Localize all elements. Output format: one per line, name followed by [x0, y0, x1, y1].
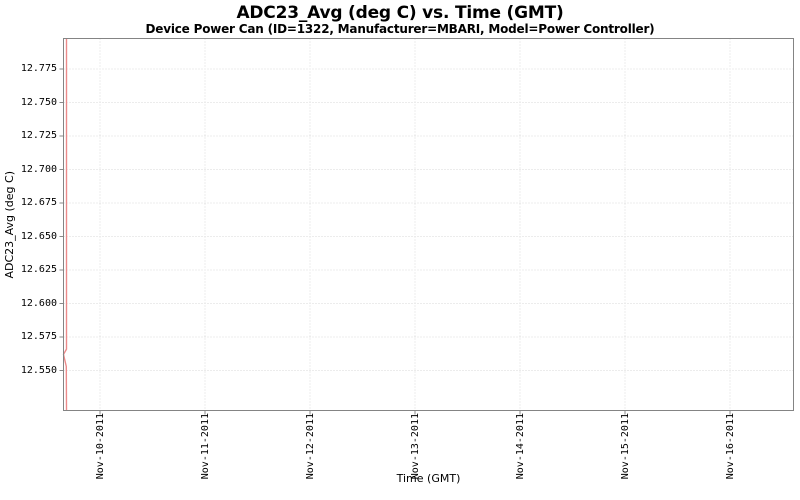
x-tick-label: Nov-15-2011 [620, 412, 631, 479]
x-axis-label: Time (GMT) [396, 472, 461, 485]
x-tick-label: Nov-10-2011 [95, 412, 106, 479]
tick-marks [59, 68, 731, 415]
y-tick-label: 12.600 [20, 298, 57, 309]
y-tick-label: 12.775 [20, 63, 57, 74]
y-tick-label: 12.625 [20, 264, 57, 275]
y-tick-label: 12.550 [20, 365, 57, 376]
y-tick-label: 12.650 [20, 231, 57, 242]
x-tick-label: Nov-16-2011 [725, 412, 736, 479]
y-tick-label: 12.700 [20, 164, 57, 175]
x-tick-label: Nov-13-2011 [410, 412, 421, 479]
y-axis-label-wrap: ADC23_Avg (deg C) [1, 38, 17, 411]
x-tick-label: Nov-11-2011 [200, 412, 211, 479]
x-tick-label: Nov-14-2011 [515, 412, 526, 479]
gridlines [63, 38, 794, 411]
y-axis-label: ADC23_Avg (deg C) [2, 170, 16, 279]
y-tick-label: 12.675 [20, 197, 57, 208]
x-tick-label: Nov-12-2011 [305, 412, 316, 479]
chart-title: ADC23_Avg (deg C) vs. Time (GMT) [236, 3, 564, 23]
y-tick-label: 12.750 [20, 97, 57, 108]
chart-subtitle: Device Power Can (ID=1322, Manufacturer=… [145, 22, 655, 36]
y-tick-label: 12.725 [20, 130, 57, 141]
y-tick-label: 12.575 [20, 331, 57, 342]
plot-border [63, 38, 794, 411]
